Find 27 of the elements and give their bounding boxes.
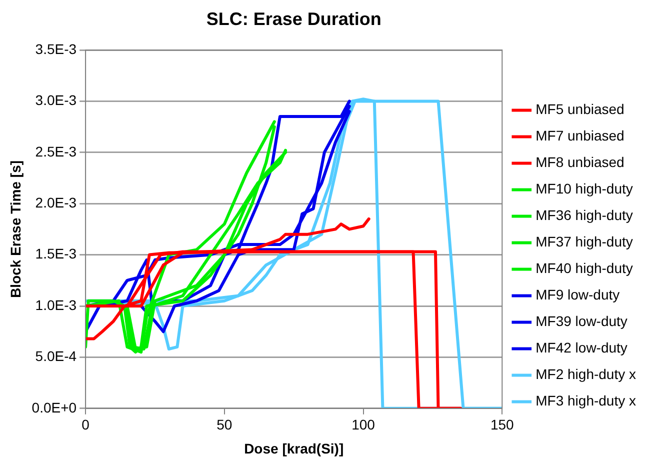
- legend-label: MF5 unbiased: [536, 101, 624, 118]
- legend-label: MF7 unbiased: [536, 128, 624, 144]
- legend-label: MF42 low-duty: [536, 340, 628, 356]
- x-tick-label: 50: [216, 416, 232, 433]
- x-tick-label: 0: [82, 416, 90, 433]
- y-axis-title: Block Erase Time [s]: [7, 160, 24, 298]
- legend-label: MF3 high-duty x: [536, 392, 636, 409]
- x-tick-label: 100: [352, 416, 376, 433]
- chart-title: SLC: Erase Duration: [206, 8, 382, 29]
- y-tick-label: 5.0E-4: [35, 348, 77, 364]
- legend-label: MF9 low-duty: [536, 286, 620, 303]
- legend-label: MF36 high-duty: [536, 207, 633, 224]
- y-tick-label: 1.0E-3: [35, 296, 77, 313]
- y-tick-label: 2.5E-3: [35, 143, 77, 160]
- legend-label: MF37 high-duty: [536, 234, 633, 250]
- x-tick-label: 150: [490, 416, 514, 433]
- legend-label: MF8 unbiased: [536, 154, 624, 170]
- legend-label: MF39 low-duty: [536, 313, 628, 330]
- y-tick-label: 2.0E-3: [35, 194, 77, 210]
- y-tick-label: 0.0E+0: [32, 399, 77, 416]
- legend-label: MF10 high-duty: [536, 180, 633, 197]
- x-axis-title: Dose [krad(Si)]: [244, 440, 344, 456]
- legend-label: MF2 high-duty x: [536, 366, 636, 382]
- y-tick-label: 3.5E-3: [35, 40, 77, 57]
- legend-label: MF40 high-duty: [536, 260, 633, 276]
- y-tick-label: 1.5E-3: [35, 246, 77, 262]
- y-tick-label: 3.0E-3: [35, 92, 77, 108]
